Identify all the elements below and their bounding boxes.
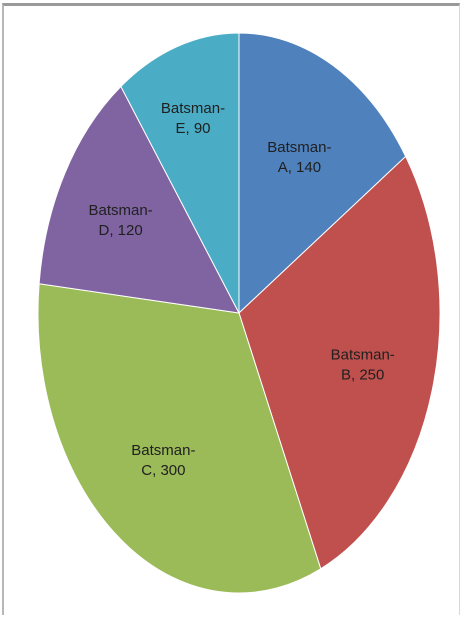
pie-label-line1: Batsman- (161, 100, 225, 117)
pie-slices (37, 32, 441, 594)
pie-slice-batsman-d (38, 85, 240, 314)
pie-label-line2: C, 300 (141, 462, 185, 479)
pie-label-batsman-a: Batsman- A, 140 (267, 139, 331, 176)
pie-label-batsman-c: Batsman- C, 300 (131, 442, 195, 479)
pie-labels: Batsman- A, 140 Batsman- B, 250 Batsman- C, 3… (88, 100, 394, 479)
pie-slice-batsman-c (37, 283, 322, 594)
pie-label-line1: Batsman- (267, 139, 331, 156)
pie-label-line2: A, 140 (278, 159, 321, 176)
pie-slice-batsman-e (120, 32, 240, 314)
pie-label-line1: Batsman- (88, 202, 152, 219)
pie-label-line1: Batsman- (131, 442, 195, 459)
pie-label-line2: B, 250 (341, 366, 384, 383)
pie-label-line1: Batsman- (331, 346, 395, 363)
pie-label-batsman-b: Batsman- B, 250 (331, 346, 395, 383)
pie-slice-batsman-a (238, 32, 407, 315)
pie-label-batsman-d: Batsman- D, 120 (88, 202, 152, 239)
pie-label-line2: D, 120 (98, 222, 142, 239)
pie-slice-batsman-b (238, 155, 441, 570)
pie-label-line2: E, 90 (175, 120, 210, 137)
pie-label-batsman-e: Batsman- E, 90 (161, 100, 225, 137)
